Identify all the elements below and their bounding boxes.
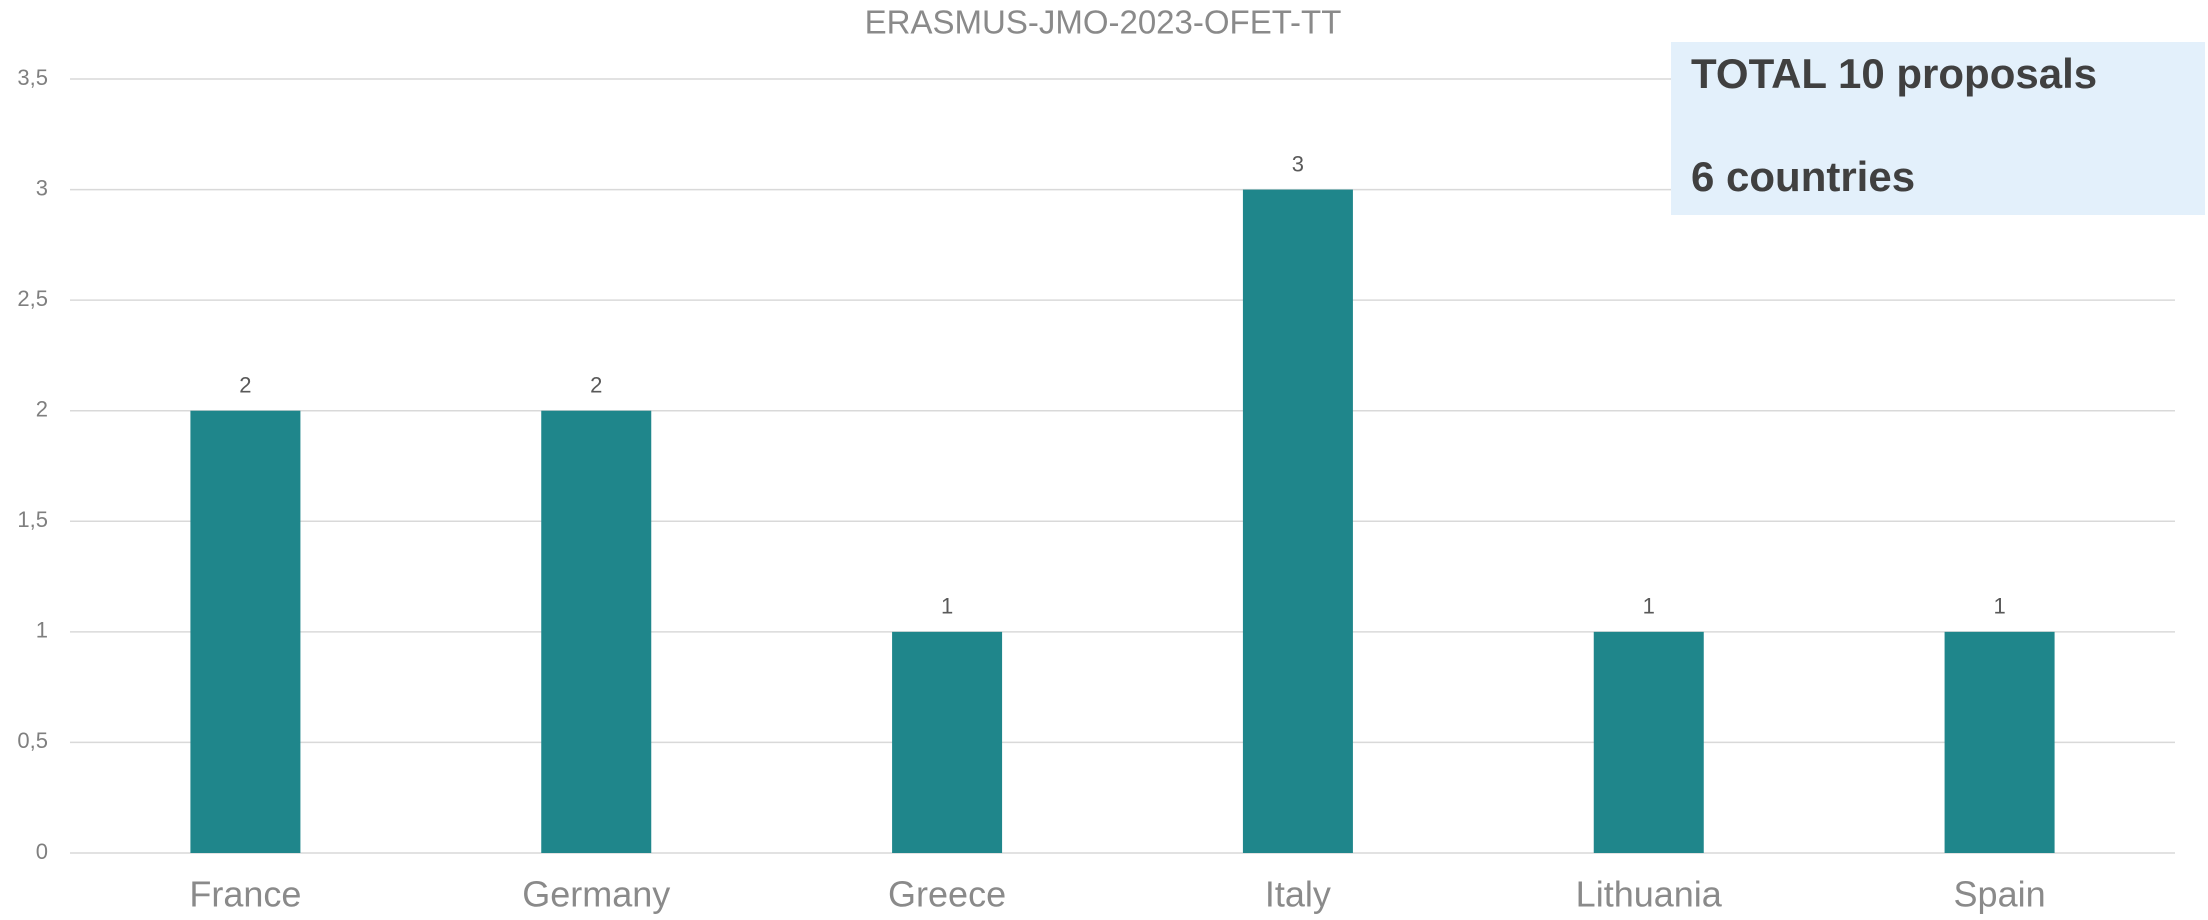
data-label: 3 <box>1292 151 1304 176</box>
y-tick-label: 3 <box>36 175 48 200</box>
bar <box>190 410 301 853</box>
bar <box>541 410 652 853</box>
annotation: 6 countries <box>1691 153 1915 200</box>
data-label: 1 <box>1993 594 2005 619</box>
chart-title: ERASMUS-JMO-2023-OFET-TT <box>865 4 1342 41</box>
y-tick-label: 0,5 <box>17 728 48 753</box>
bar <box>1242 189 1353 854</box>
data-label: 1 <box>941 594 953 619</box>
y-tick-label: 1,5 <box>17 507 48 532</box>
bar <box>892 631 1003 853</box>
x-tick-label: Germany <box>522 874 670 915</box>
x-tick-label: Spain <box>1954 874 2046 915</box>
x-tick-label: France <box>189 874 301 915</box>
y-tick-label: 3,5 <box>17 65 48 90</box>
data-label: 1 <box>1643 594 1655 619</box>
annotation: TOTAL 10 proposals <box>1691 50 2097 97</box>
x-tick-label: Lithuania <box>1576 874 1723 915</box>
data-label: 2 <box>239 373 251 398</box>
y-tick-label: 2 <box>36 397 48 422</box>
y-tick-label: 2,5 <box>17 286 48 311</box>
x-tick-label: Italy <box>1265 874 1331 915</box>
bar <box>1593 631 1704 853</box>
y-tick-label: 0 <box>36 839 48 864</box>
x-tick-label: Greece <box>888 874 1006 915</box>
annotation-box <box>1671 42 2205 215</box>
data-label: 2 <box>590 373 602 398</box>
bar <box>1944 631 2055 853</box>
y-tick-label: 1 <box>36 618 48 643</box>
